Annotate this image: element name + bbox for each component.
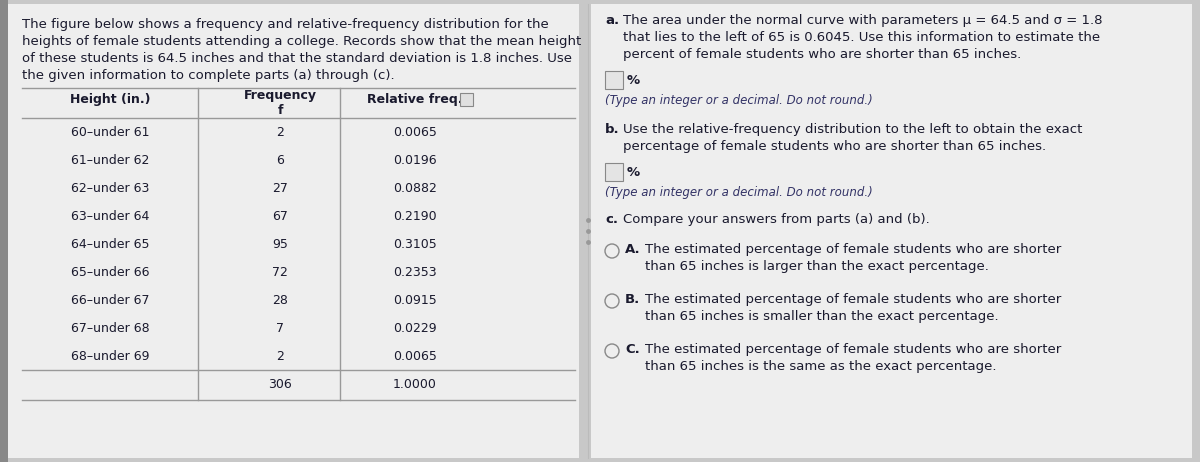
FancyBboxPatch shape — [460, 93, 473, 106]
Text: C.: C. — [625, 343, 640, 356]
Text: of these students is 64.5 inches and that the standard deviation is 1.8 inches. : of these students is 64.5 inches and tha… — [22, 52, 572, 65]
Text: %: % — [628, 165, 640, 178]
Text: 64–under 65: 64–under 65 — [71, 237, 149, 250]
Text: 67–under 68: 67–under 68 — [71, 322, 149, 334]
FancyBboxPatch shape — [605, 71, 623, 89]
Text: Use the relative-frequency distribution to the left to obtain the exact: Use the relative-frequency distribution … — [623, 123, 1082, 136]
Text: 1.0000: 1.0000 — [394, 377, 437, 390]
Text: B.: B. — [625, 293, 641, 306]
Text: 68–under 69: 68–under 69 — [71, 349, 149, 363]
Text: 0.2353: 0.2353 — [394, 266, 437, 279]
Text: 65–under 66: 65–under 66 — [71, 266, 149, 279]
Text: 72: 72 — [272, 266, 288, 279]
Text: 28: 28 — [272, 293, 288, 306]
FancyBboxPatch shape — [592, 4, 1192, 458]
Text: 0.0915: 0.0915 — [394, 293, 437, 306]
Text: Relative freq.: Relative freq. — [367, 93, 463, 107]
Text: 6: 6 — [276, 153, 284, 166]
Text: (Type an integer or a decimal. Do not round.): (Type an integer or a decimal. Do not ro… — [605, 186, 872, 199]
Text: 60–under 61: 60–under 61 — [71, 126, 149, 139]
Text: 306: 306 — [268, 377, 292, 390]
Text: 2: 2 — [276, 126, 284, 139]
Text: The estimated percentage of female students who are shorter: The estimated percentage of female stude… — [646, 343, 1061, 356]
Text: than 65 inches is smaller than the exact percentage.: than 65 inches is smaller than the exact… — [646, 310, 998, 323]
Text: 0.0229: 0.0229 — [394, 322, 437, 334]
Text: 0.0196: 0.0196 — [394, 153, 437, 166]
Text: c.: c. — [605, 213, 618, 226]
Text: (Type an integer or a decimal. Do not round.): (Type an integer or a decimal. Do not ro… — [605, 94, 872, 107]
Text: 62–under 63: 62–under 63 — [71, 182, 149, 195]
Text: heights of female students attending a college. Records show that the mean heigh: heights of female students attending a c… — [22, 35, 581, 48]
Text: 61–under 62: 61–under 62 — [71, 153, 149, 166]
Text: 67: 67 — [272, 209, 288, 223]
Text: b.: b. — [605, 123, 619, 136]
Text: than 65 inches is the same as the exact percentage.: than 65 inches is the same as the exact … — [646, 360, 996, 373]
Text: A.: A. — [625, 243, 641, 256]
Text: 27: 27 — [272, 182, 288, 195]
Text: 66–under 67: 66–under 67 — [71, 293, 149, 306]
Text: 63–under 64: 63–under 64 — [71, 209, 149, 223]
Text: 0.0065: 0.0065 — [394, 126, 437, 139]
Text: 0.0882: 0.0882 — [394, 182, 437, 195]
Text: f: f — [277, 103, 283, 116]
Text: Frequency: Frequency — [244, 90, 317, 103]
Text: %: % — [628, 73, 640, 86]
Text: Compare your answers from parts (a) and (b).: Compare your answers from parts (a) and … — [623, 213, 930, 226]
Text: 0.0065: 0.0065 — [394, 349, 437, 363]
Text: Height (in.): Height (in.) — [70, 93, 150, 107]
Text: 0.3105: 0.3105 — [394, 237, 437, 250]
Text: 7: 7 — [276, 322, 284, 334]
Text: The figure below shows a frequency and relative-frequency distribution for the: The figure below shows a frequency and r… — [22, 18, 548, 31]
Text: a.: a. — [605, 14, 619, 27]
Text: percentage of female students who are shorter than 65 inches.: percentage of female students who are sh… — [623, 140, 1046, 153]
Text: The estimated percentage of female students who are shorter: The estimated percentage of female stude… — [646, 293, 1061, 306]
Text: than 65 inches is larger than the exact percentage.: than 65 inches is larger than the exact … — [646, 260, 989, 273]
Text: 95: 95 — [272, 237, 288, 250]
FancyBboxPatch shape — [8, 4, 580, 458]
Text: The area under the normal curve with parameters μ = 64.5 and σ = 1.8: The area under the normal curve with par… — [623, 14, 1103, 27]
Text: that lies to the left of 65 is 0.6045. Use this information to estimate the: that lies to the left of 65 is 0.6045. U… — [623, 31, 1100, 44]
Text: 2: 2 — [276, 349, 284, 363]
Text: 0.2190: 0.2190 — [394, 209, 437, 223]
FancyBboxPatch shape — [605, 163, 623, 181]
Text: The estimated percentage of female students who are shorter: The estimated percentage of female stude… — [646, 243, 1061, 256]
Text: percent of female students who are shorter than 65 inches.: percent of female students who are short… — [623, 48, 1021, 61]
FancyBboxPatch shape — [0, 0, 8, 462]
Text: the given information to complete parts (a) through (c).: the given information to complete parts … — [22, 69, 395, 82]
